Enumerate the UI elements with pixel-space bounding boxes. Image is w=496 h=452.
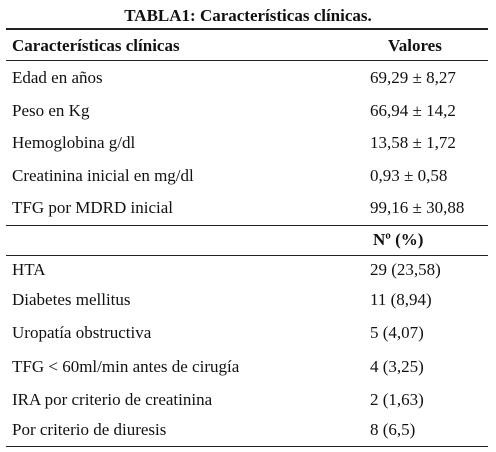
rule (6, 255, 488, 256)
table-cell: 99,16 ± 30,88 (370, 198, 465, 217)
table-cell: 11 (8,94) (370, 290, 432, 309)
rule (6, 225, 488, 226)
table-cell: Diabetes mellitus (12, 290, 131, 309)
header-cell: Valores (388, 36, 442, 55)
table-cell: Hemoglobina g/dl (12, 133, 136, 152)
table-cell: IRA por criterio de creatinina (12, 390, 213, 409)
table-cell: Peso en Kg (12, 101, 90, 120)
table-cell: 4 (3,25) (370, 357, 424, 376)
table-cell: Creatinina inicial en mg/dl (12, 166, 194, 185)
table-cell: 69,29 ± 8,27 (370, 68, 456, 87)
table-cell: HTA (12, 260, 46, 279)
table-cell: 8 (6,5) (370, 420, 416, 439)
rule (6, 446, 488, 447)
rule (6, 60, 488, 61)
rule (6, 28, 488, 30)
table-cell: 29 (23,58) (370, 260, 441, 279)
table-cell: Uropatía obstructiva (12, 323, 152, 342)
subheader: Nº (%) (373, 230, 424, 249)
table-cell: Edad en años (12, 68, 103, 87)
table-cell: 5 (4,07) (370, 323, 424, 342)
table-cell: 13,58 ± 1,72 (370, 133, 456, 152)
table-title: TABLA1: Características clínicas. (124, 6, 372, 25)
header-cell: Características clínicas (12, 36, 180, 55)
table-cell: TFG por MDRD inicial (12, 198, 174, 217)
table-cell: 0,93 ± 0,58 (370, 166, 448, 185)
table-cell: Por criterio de diuresis (12, 420, 167, 439)
table-cell: 66,94 ± 14,2 (370, 101, 456, 120)
table-cell: TFG < 60ml/min antes de cirugía (12, 357, 240, 376)
table-cell: 2 (1,63) (370, 390, 424, 409)
